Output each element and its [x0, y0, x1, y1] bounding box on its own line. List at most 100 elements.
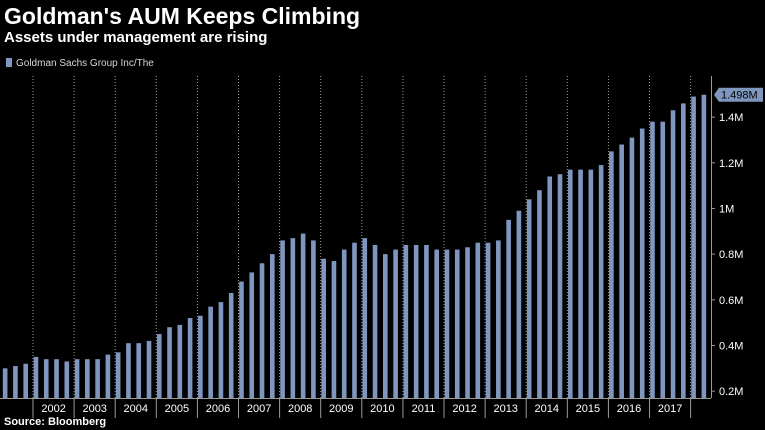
- bar: [557, 174, 563, 398]
- y-tick-label: 1.4M: [719, 112, 743, 124]
- bar: [424, 244, 429, 398]
- bar: [444, 249, 450, 398]
- bar: [547, 176, 553, 398]
- bar: [321, 258, 326, 398]
- y-tick-label: 0.4M: [719, 340, 743, 352]
- chart-title: Goldman's AUM Keeps Climbing: [4, 3, 361, 29]
- bar: [85, 359, 90, 398]
- x-tick-label: 2014: [535, 403, 559, 415]
- x-tick-label: 2013: [493, 403, 517, 415]
- bar: [670, 110, 676, 398]
- bar: [413, 244, 419, 398]
- bar: [156, 334, 162, 398]
- y-tick-label: 0.6M: [719, 295, 743, 307]
- bar: [249, 272, 255, 398]
- bar: [311, 240, 316, 398]
- bar: [681, 103, 686, 399]
- bar: [187, 318, 193, 398]
- bar: [167, 327, 172, 398]
- bar: [485, 242, 491, 398]
- bar: [239, 281, 244, 398]
- bar: [95, 359, 100, 398]
- legend-label: Goldman Sachs Group Inc/The: [16, 58, 154, 69]
- bar: [609, 151, 614, 398]
- bar: [434, 249, 440, 398]
- bar: [691, 96, 696, 399]
- x-tick-label: 2015: [576, 403, 600, 415]
- legend-swatch: [6, 58, 12, 67]
- bar: [465, 247, 470, 398]
- x-tick-label: 2003: [82, 403, 106, 415]
- bar: [372, 244, 378, 398]
- x-tick-label: 2004: [124, 403, 148, 415]
- bar: [650, 121, 655, 399]
- bar: [228, 292, 234, 398]
- bar: [383, 254, 388, 398]
- bar: [218, 302, 224, 398]
- bar: [13, 366, 18, 398]
- bar: [516, 210, 522, 398]
- bar: [126, 343, 131, 398]
- bar: [629, 137, 635, 398]
- last-value-callout: [714, 87, 763, 102]
- bar: [290, 238, 296, 398]
- bar: [64, 361, 70, 398]
- bar: [33, 356, 39, 398]
- x-tick-label: 2011: [412, 403, 436, 415]
- bar: [136, 343, 142, 398]
- x-tick-label: 2006: [206, 403, 230, 415]
- bar: [537, 190, 542, 398]
- bar: [280, 240, 285, 398]
- chart-subtitle: Assets under management are rising: [4, 29, 268, 46]
- bar: [526, 199, 532, 398]
- x-tick-label: 2012: [452, 403, 476, 415]
- x-tick-label: 2007: [247, 403, 271, 415]
- bar: [23, 363, 28, 398]
- y-tick-label: 0.2M: [719, 386, 743, 398]
- bar: [259, 263, 265, 398]
- bar: [115, 352, 121, 398]
- bar: [403, 244, 409, 398]
- bar: [506, 219, 511, 398]
- x-tick-label: 2010: [370, 403, 394, 415]
- bar: [177, 324, 183, 398]
- x-tick-label: 2009: [329, 403, 353, 415]
- bar: [701, 94, 707, 398]
- bar: [300, 233, 306, 398]
- bar: [54, 359, 59, 398]
- bar: [341, 249, 347, 398]
- x-tick-label: 2002: [41, 403, 65, 415]
- bar: [639, 128, 645, 398]
- bar: [105, 354, 111, 398]
- bar: [567, 169, 573, 398]
- bar: [362, 238, 368, 398]
- bar: [475, 242, 481, 398]
- bar: [2, 368, 8, 398]
- chart-legend: Goldman Sachs Group Inc/The: [6, 58, 154, 70]
- bar: [74, 359, 80, 398]
- source-note: Source: Bloomberg: [4, 416, 107, 428]
- bar: [269, 254, 275, 398]
- bar: [598, 165, 604, 398]
- y-tick-label: 1.2M: [719, 158, 743, 170]
- bar: [43, 359, 49, 398]
- bar: [198, 315, 203, 398]
- bar: [352, 242, 357, 398]
- x-tick-label: 2008: [288, 403, 312, 415]
- bar: [588, 169, 594, 398]
- bar: [146, 340, 152, 398]
- x-tick-label: 2017: [658, 403, 682, 415]
- bar: [393, 249, 398, 398]
- y-tick-label: 0.8M: [719, 249, 743, 261]
- bar: [619, 144, 624, 398]
- bar: [208, 306, 213, 398]
- bar: [331, 260, 337, 398]
- bar: [660, 121, 666, 399]
- x-tick-label: 2005: [165, 403, 189, 415]
- y-tick-label: 1M: [719, 203, 734, 215]
- bar: [496, 240, 501, 398]
- x-tick-label: 2016: [617, 403, 641, 415]
- bar: [578, 169, 583, 398]
- bar: [454, 249, 460, 398]
